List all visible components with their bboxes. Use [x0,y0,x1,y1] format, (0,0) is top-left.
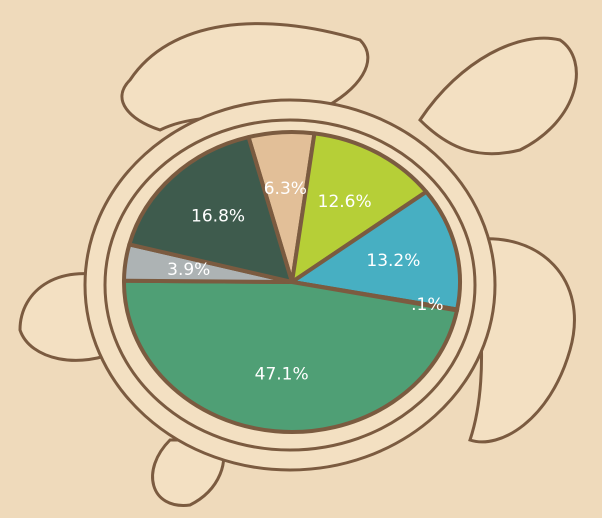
slice-label: 12.6% [318,192,372,212]
pie: 6.3% 12.6% 13.2% .1% 47.1% 3.9% 16.8% [124,132,460,432]
slice-label: 47.1% [255,365,309,385]
slice-label: 6.3% [264,179,307,199]
slice-label: 13.2% [366,251,420,271]
chart: 6.3% 12.6% 13.2% .1% 47.1% 3.9% 16.8% [0,0,602,518]
slice-label: 3.9% [167,260,210,280]
slice-label: .1% [411,295,443,315]
slice-label: 16.8% [191,207,245,227]
